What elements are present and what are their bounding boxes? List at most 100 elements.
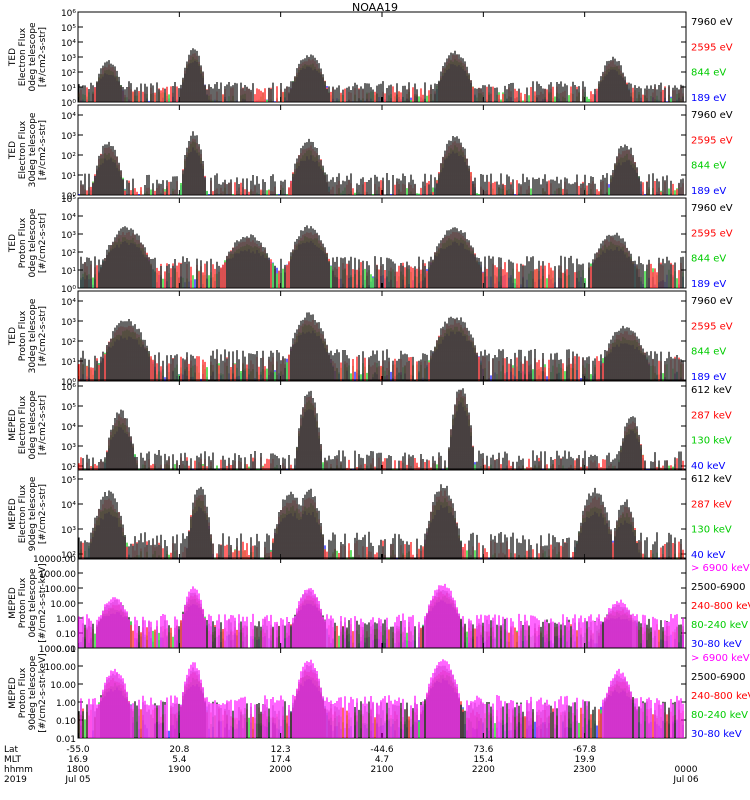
y-axis-label-line: Proton Flux <box>18 310 28 361</box>
y-axis-label-line: [#/cm2-s-str] <box>38 27 48 87</box>
x-tick-label-mlt: 16.9 <box>68 755 88 765</box>
y-tick-label: 10³ <box>61 54 76 64</box>
y-tick-label: 10¹ <box>61 84 76 94</box>
legend-entry: 844 eV <box>691 347 726 358</box>
legend-entry: 612 keV <box>691 474 732 485</box>
legend-entry: 2500-6900 <box>691 582 746 593</box>
y-axis-label-line: MEPED <box>8 498 18 530</box>
y-axis-label-line: 90deg telescope <box>28 655 38 730</box>
x-tick-label-lat: 20.8 <box>169 745 189 755</box>
x-tick-label-hhmm: 2000 <box>269 765 292 775</box>
y-tick-label: 100.00 <box>45 663 77 673</box>
x-tick-label-mlt: 19.9 <box>575 755 595 765</box>
y-tick-label: 10⁵ <box>61 476 76 486</box>
y-tick-label: 10¹ <box>61 172 76 182</box>
y-axis-label-line: 90deg telescope <box>28 476 38 551</box>
y-tick-label: 10⁴ <box>61 112 76 122</box>
y-tick-label: 10⁴ <box>61 501 76 511</box>
y-tick-label: 10.00 <box>50 681 76 691</box>
y-tick-label: 10⁶ <box>61 383 76 393</box>
y-tick-label: 10³ <box>61 231 76 241</box>
legend-entry: 2595 eV <box>691 135 733 146</box>
series-magenta <box>78 583 684 648</box>
y-tick-label: 10⁴ <box>61 213 76 223</box>
y-axis-label-line: Proton Flux <box>18 217 28 268</box>
y-tick-label: 10⁴ <box>61 423 76 433</box>
legend-entry: > 6900 keV <box>691 653 750 664</box>
y-tick-label: 10³ <box>61 132 76 142</box>
legend-entry: > 6900 keV <box>691 563 750 574</box>
x-row-label: 2019 <box>4 775 27 785</box>
legend-entry: 40 keV <box>691 550 725 561</box>
legend-entry: 2595 eV <box>691 228 733 239</box>
y-axis-label-line: TED <box>8 234 18 253</box>
y-axis-label-line: [#/cm2-s-str] <box>38 213 48 273</box>
y-axis-label-line: [#/cm2-s-str] <box>38 484 48 544</box>
series-black <box>80 312 684 381</box>
y-tick-label: 10⁵ <box>61 195 76 205</box>
y-axis-label-line: Electron Flux <box>18 395 28 454</box>
y-tick-label: 10² <box>61 338 76 348</box>
legend-entry: 2500-6900 <box>691 672 746 683</box>
y-axis-label-line: 0deg telescope <box>28 22 38 92</box>
legend-entry: 80-240 keV <box>691 620 748 631</box>
y-tick-label: 10000.00 <box>33 555 76 565</box>
y-axis-label-line: Electron Flux <box>18 120 28 179</box>
legend-entry: 287 keV <box>691 410 732 421</box>
y-tick-label: 10.00 <box>50 600 76 610</box>
y-tick-label: 10⁴ <box>61 39 76 49</box>
y-tick-label: 10¹ <box>61 267 76 277</box>
x-tick-label-hhmm: 1900 <box>168 765 191 775</box>
panel-3: 10⁰ 10¹ 10² 10³ 10⁴ 10⁵ TED Proton Flux 0deg tel… <box>8 195 733 295</box>
y-axis-label-line: MEPED <box>8 677 18 709</box>
y-axis-label-line: Proton Flux <box>18 577 28 628</box>
y-tick-label: 10³ <box>61 443 76 453</box>
y-axis-label-line: [#/cm2-s-str-keV] <box>38 563 48 642</box>
legend-entry: 189 eV <box>691 93 726 104</box>
y-tick-label: 10⁰ <box>61 192 76 202</box>
legend-entry: 844 eV <box>691 161 726 172</box>
x-tick-label-hhmm: 2100 <box>371 765 394 775</box>
y-axis-label-line: [#/cm2-s-str] <box>38 395 48 455</box>
y-tick-label: 0.10 <box>56 717 76 727</box>
y-tick-label: 10³ <box>61 526 76 536</box>
legend-entry: 7960 eV <box>691 110 733 121</box>
y-tick-label: 10² <box>61 463 76 473</box>
legend-entry: 844 eV <box>691 254 726 265</box>
y-axis-label-line: Proton Flux <box>18 667 28 718</box>
y-tick-label: 10⁶ <box>61 9 76 19</box>
x-tick-label-date: Jul 06 <box>672 775 698 785</box>
x-tick-label-hhmm: 0000 <box>675 765 698 775</box>
panel-2: 10⁰ 10¹ 10² 10³ 10⁴ TED Electron Flux 30deg tel… <box>8 104 733 202</box>
y-tick-label: 1.00 <box>56 699 76 709</box>
series-black <box>78 48 684 102</box>
y-tick-label: 0.10 <box>56 630 76 640</box>
x-tick-label-mlt: 4.7 <box>375 755 389 765</box>
x-tick-label-date: Jul 05 <box>64 775 90 785</box>
x-tick-label-hhmm: 2300 <box>573 765 596 775</box>
y-axis-label-line: MEPED <box>8 587 18 619</box>
x-row-label: MLT <box>4 755 22 765</box>
y-axis-label-line: TED <box>8 48 18 67</box>
y-tick-label: 1.00 <box>56 615 76 625</box>
legend-entry: 7960 eV <box>691 203 733 214</box>
x-tick-label-lat: -55.0 <box>66 745 90 755</box>
series-black <box>80 225 684 288</box>
legend-entry: 612 keV <box>691 385 732 396</box>
series-magenta <box>80 659 684 738</box>
y-axis-label-line: Electron Flux <box>18 27 28 86</box>
y-tick-label: 1000.00 <box>39 570 76 580</box>
y-tick-label: 10⁴ <box>61 298 76 308</box>
legend-entry: 2595 eV <box>691 42 733 53</box>
panel-8: 0.01 0.10 1.00 10.00 100.00 1000.00 MEPED Proto… <box>8 645 750 745</box>
y-axis-label-line: [#/cm2-s-str] <box>38 120 48 180</box>
panel-6: 10² 10³ 10⁴ 10⁵ MEPED Electron Flux 90deg tele… <box>8 468 732 561</box>
legend-entry: 287 keV <box>691 499 732 510</box>
y-axis-label-line: [#/cm2-s-str] <box>38 306 48 366</box>
y-tick-label: 10⁵ <box>61 24 76 34</box>
legend-entry: 80-240 keV <box>691 710 748 721</box>
x-tick-label-lat: 73.6 <box>473 745 493 755</box>
series-black <box>78 484 682 559</box>
legend-entry: 130 keV <box>691 436 732 447</box>
y-tick-label: 1000.00 <box>39 645 76 655</box>
